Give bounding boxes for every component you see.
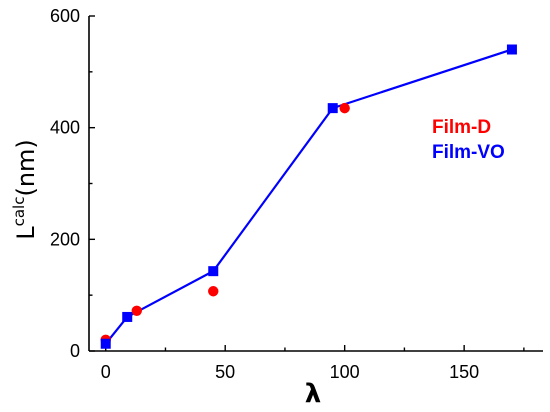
x-tick-label: 150 [449,362,479,382]
ticks: 0 50 100 150 0 200 400 600 [50,6,525,382]
x-axis-title: λ [305,379,321,409]
y-axis-title-main: L [12,226,40,240]
y-tick-label: 400 [50,118,80,138]
data-point-square [327,103,338,114]
legend-entry-film-vo: Film-VO [432,142,505,163]
data-point-square [506,44,517,55]
x-tick-label: 50 [215,362,235,382]
x-tick-label: 0 [101,362,111,382]
data-point-square [208,266,219,277]
data-point-circle [208,286,219,297]
y-axis-title-superscript: calc [10,197,28,227]
legend-entry-film-d: Film-D [432,117,491,138]
data-point-square [100,338,111,349]
legend: Film-D Film-VO [432,117,505,163]
data-point-circle [339,102,350,114]
data-point-circle [131,305,142,316]
series-line [104,48,513,345]
y-tick-label: 0 [70,341,80,361]
x-tick-label: 100 [330,362,360,382]
y-tick-label: 200 [50,229,80,249]
data-point-square [122,311,133,322]
y-axis-title-unit: (nm) [12,139,40,196]
y-tick-label: 600 [50,6,80,26]
y-axis-title: Lcalc(nm) [10,139,40,240]
series [100,44,517,349]
